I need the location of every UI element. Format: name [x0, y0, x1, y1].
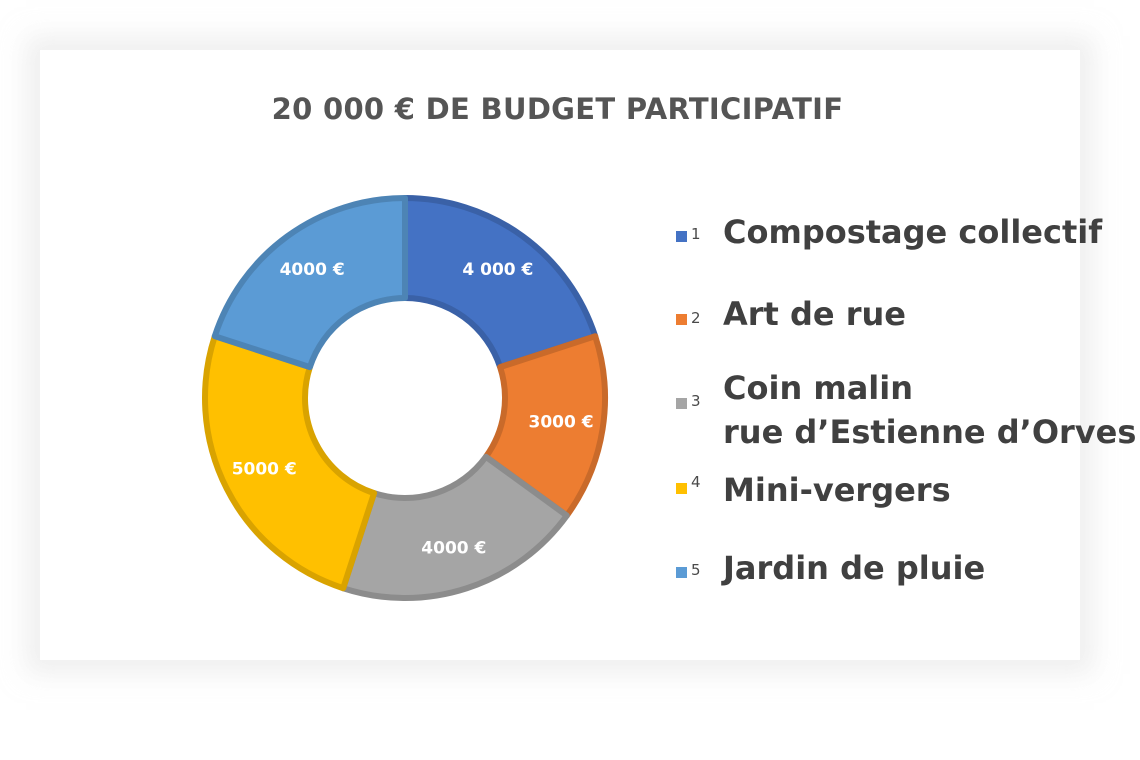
- legend-number-1: 1: [691, 225, 701, 243]
- legend-swatch-2: [676, 314, 687, 325]
- legend-swatch-3: [676, 398, 687, 409]
- donut-slice-4: [202, 333, 378, 592]
- legend-label-4: Mini-vergers: [723, 471, 951, 509]
- donut-slice-3: [340, 453, 570, 601]
- legend-number-5: 5: [691, 561, 701, 579]
- donut-slice-5: [211, 195, 408, 371]
- slice-label-5: 4000 €: [280, 260, 345, 280]
- legend-swatch-5: [676, 567, 687, 578]
- slice-label-4: 5000 €: [232, 460, 297, 480]
- legend-label-5: Jardin de pluie: [723, 549, 986, 587]
- legend-number-2: 2: [691, 309, 701, 327]
- legend-number-3: 3: [691, 392, 701, 410]
- legend-label-2: Art de rue: [723, 295, 906, 333]
- slice-label-2: 3000 €: [529, 413, 594, 433]
- donut-slice-1: [402, 195, 599, 371]
- slice-label-1: 4 000 €: [462, 260, 533, 280]
- legend-swatch-4: [676, 483, 687, 494]
- legend-label-1: Compostage collectif: [723, 213, 1103, 251]
- legend-label-3: Coin malin rue d’Estienne d’Orves: [723, 369, 1137, 451]
- slice-label-3: 4000 €: [421, 538, 486, 558]
- legend-swatch-1: [676, 231, 687, 242]
- chart-title: 20 000 € DE BUDGET PARTICIPATIF: [271, 92, 844, 126]
- legend-number-4: 4: [691, 473, 701, 491]
